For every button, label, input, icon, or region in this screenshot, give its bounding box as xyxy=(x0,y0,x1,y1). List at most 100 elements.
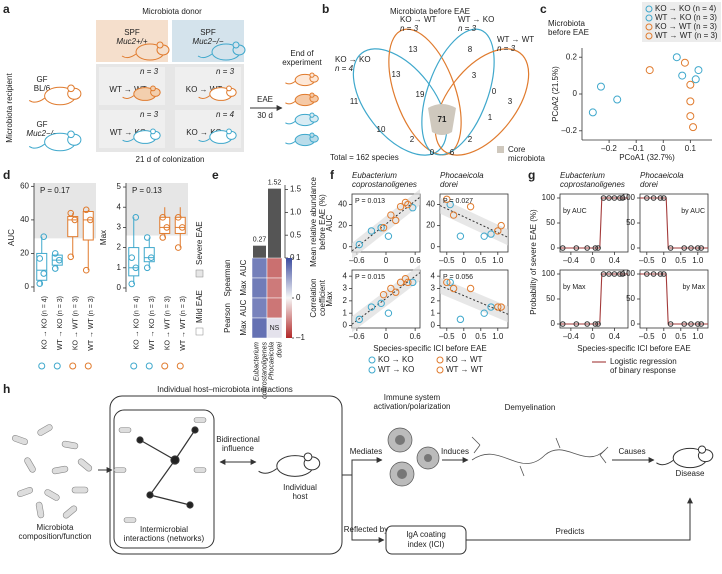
venn-total: Total = 162 species xyxy=(330,153,399,162)
x-tick-label: 0 xyxy=(590,256,595,265)
point xyxy=(559,321,566,327)
mouse-tail xyxy=(656,459,674,466)
point xyxy=(401,274,410,283)
h-label: Reflected by xyxy=(344,525,388,534)
mouse-icon xyxy=(156,41,164,49)
heatmap-cell xyxy=(251,297,268,319)
arrow xyxy=(466,497,693,541)
h-label: influence xyxy=(222,444,255,453)
point xyxy=(573,321,580,327)
point xyxy=(143,264,151,272)
bacterium xyxy=(77,458,93,472)
point xyxy=(163,224,171,231)
point xyxy=(613,95,622,104)
venn-count: 0 xyxy=(492,87,497,96)
eae-label: EAE xyxy=(257,95,273,104)
column-title: dorei xyxy=(640,180,658,189)
colorbar-tick-label: 1 xyxy=(296,253,301,262)
category-label: dorei xyxy=(276,342,283,358)
point xyxy=(466,202,475,211)
legend-marker xyxy=(645,14,653,22)
heatmap-cell xyxy=(251,277,268,299)
p-value: P = 0.13 xyxy=(132,186,162,195)
panel-letter: g xyxy=(528,168,535,182)
column-title: Eubacterium xyxy=(352,171,397,180)
logistic-curve xyxy=(640,197,708,249)
value-label: 1.52 xyxy=(268,179,282,186)
heatmap-cell xyxy=(266,257,283,279)
legend-label: of binary response xyxy=(610,366,676,375)
heatmap-group: Pearson xyxy=(223,303,232,333)
point xyxy=(82,266,90,274)
panel-annotation: by AUC xyxy=(563,208,587,215)
x-axis-label: PCoA1 (32.7%) xyxy=(619,153,675,162)
legend-marker xyxy=(645,32,653,40)
core-swatch xyxy=(497,146,504,153)
h-label: IgA coating xyxy=(406,530,446,539)
y-tick-label: 4 xyxy=(343,271,348,280)
heatmap-cell xyxy=(266,317,283,339)
category-label: WT → KO (n = 3) xyxy=(57,296,64,350)
point xyxy=(387,211,395,219)
category-label: KO → KO (n = 4) xyxy=(42,296,49,350)
network-node xyxy=(186,501,194,509)
point xyxy=(71,216,79,224)
point xyxy=(573,245,580,251)
p-value: P = 0.056 xyxy=(443,274,473,281)
point xyxy=(377,224,385,232)
group-label: KO → WT xyxy=(186,85,223,94)
point xyxy=(392,216,400,225)
legend-label: KO → WT (n = 3) xyxy=(655,22,717,31)
mouse-tail xyxy=(285,80,296,85)
network-edge xyxy=(149,494,191,506)
mouse-tail xyxy=(198,138,211,142)
legend-label: Severe EAE xyxy=(195,221,204,265)
venn-set-label: KO → WT xyxy=(400,15,437,24)
h-label: Mediates xyxy=(350,447,382,456)
logistic-curve xyxy=(640,273,708,325)
y-axis-label: Max xyxy=(99,230,108,245)
heatmap-cell xyxy=(266,277,283,299)
y-tick-label: 0 xyxy=(343,321,348,330)
mouse-tail xyxy=(122,95,135,99)
mouse-icon xyxy=(309,72,315,78)
mouse-tail xyxy=(197,53,213,59)
venn-set-label: n = 3 xyxy=(497,44,516,53)
y-axis-label: Probability of severe EAE (%) xyxy=(529,209,538,315)
point xyxy=(672,53,681,62)
x-tick-label: –0.1 xyxy=(628,144,644,153)
panel-letter: f xyxy=(330,168,335,182)
point xyxy=(619,195,626,201)
ci-band xyxy=(352,189,420,259)
point xyxy=(404,278,412,287)
box-body xyxy=(128,247,140,277)
legend-label: WT → WT xyxy=(446,365,483,374)
point xyxy=(128,280,136,288)
h-label: Induces xyxy=(441,447,469,456)
network-node xyxy=(136,436,144,444)
mouse-icon xyxy=(150,128,156,135)
end-label: End of xyxy=(290,49,314,58)
heatmap-row-label: AUC xyxy=(239,299,248,316)
y-tick-label: 100 xyxy=(542,193,556,202)
point xyxy=(497,303,505,311)
point xyxy=(678,71,687,80)
legend-label: WT → KO (n = 3) xyxy=(655,13,717,22)
point xyxy=(456,315,465,324)
x-tick-label: 0 xyxy=(661,144,666,153)
mouse-icon xyxy=(226,85,232,92)
y-tick-label: 100 xyxy=(542,269,556,278)
x-tick-label: 0.4 xyxy=(609,256,621,265)
x-tick-label: 0 xyxy=(662,256,667,265)
mouse-tail xyxy=(28,97,45,103)
point xyxy=(379,290,388,299)
point xyxy=(40,270,48,277)
y-tick-label: 50 xyxy=(546,218,555,227)
point xyxy=(487,230,495,238)
donor-title: Microbiota donor xyxy=(142,7,202,16)
point xyxy=(401,198,410,207)
y-tick-label: 40 xyxy=(338,200,347,209)
y-tick-label: –0.2 xyxy=(561,126,577,135)
point xyxy=(698,245,705,251)
